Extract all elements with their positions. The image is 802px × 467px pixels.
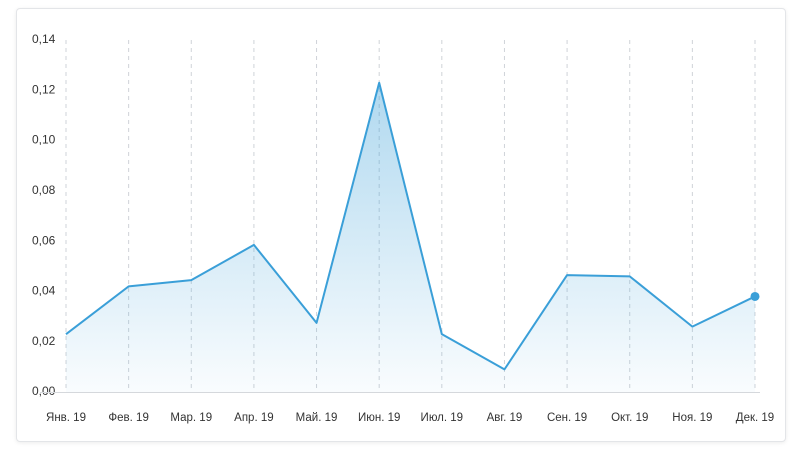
x-tick-label: Май. 19 <box>296 412 338 424</box>
x-tick-label: Фев. 19 <box>108 412 148 424</box>
x-tick-label: Апр. 19 <box>234 412 273 424</box>
y-tick-label: 0,12 <box>32 82 56 96</box>
y-tick-label: 0,10 <box>32 133 56 147</box>
x-tick-label: Окт. 19 <box>611 412 648 424</box>
x-tick-label: Дек. 19 <box>736 412 774 424</box>
y-tick-label: 0,02 <box>32 334 56 348</box>
y-tick-label: 0,00 <box>32 384 56 398</box>
area <box>66 82 755 392</box>
x-tick-label: Мар. 19 <box>170 412 212 424</box>
x-tick-label: Июн. 19 <box>358 412 400 424</box>
line <box>65 81 756 371</box>
x-tick-label: Ноя. 19 <box>672 412 712 424</box>
y-tick-label: 0,14 <box>32 32 56 46</box>
x-tick-label: Июл. 19 <box>421 412 464 424</box>
x-tick-label: Сен. 19 <box>547 412 587 424</box>
y-tick-label: 0,08 <box>32 183 56 197</box>
y-tick-label: 0,04 <box>32 284 56 298</box>
x-tick-label: Янв. 19 <box>46 412 86 424</box>
x-tick-label: Авг. 19 <box>487 412 523 424</box>
point-marker <box>750 291 760 301</box>
y-tick-label: 0,06 <box>32 233 56 247</box>
